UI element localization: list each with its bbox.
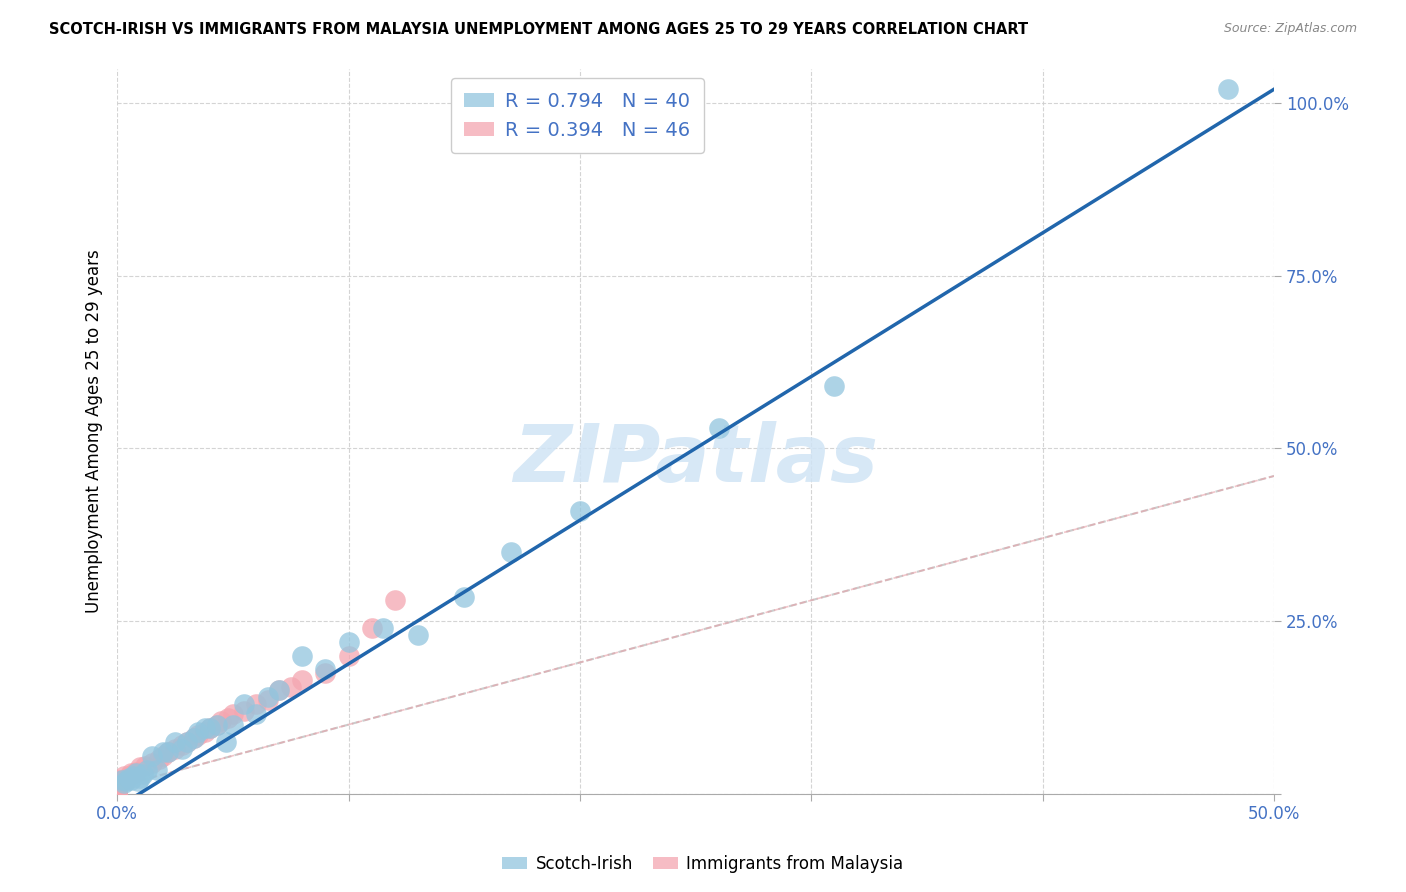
Point	[183, 731, 205, 746]
Point	[176, 735, 198, 749]
Point	[222, 707, 245, 722]
Point	[125, 766, 148, 780]
Point	[131, 767, 153, 781]
Point	[112, 769, 135, 783]
Point	[105, 780, 128, 794]
Point	[170, 741, 193, 756]
Point	[122, 767, 145, 781]
Text: Source: ZipAtlas.com: Source: ZipAtlas.com	[1223, 22, 1357, 36]
Point	[115, 774, 138, 789]
Point	[198, 721, 221, 735]
Point	[256, 690, 278, 704]
Point	[245, 697, 267, 711]
Point	[111, 772, 134, 787]
Point	[125, 764, 148, 779]
Point	[122, 769, 145, 783]
Point	[194, 724, 217, 739]
Point	[108, 776, 131, 790]
Point	[111, 772, 134, 787]
Point	[1216, 82, 1239, 96]
Point	[105, 787, 128, 801]
Point	[105, 774, 128, 789]
Point	[384, 593, 406, 607]
Point	[233, 704, 256, 718]
Point	[183, 731, 205, 746]
Point	[499, 545, 522, 559]
Point	[198, 721, 221, 735]
Point	[453, 590, 475, 604]
Point	[222, 717, 245, 731]
Point	[337, 648, 360, 663]
Point	[136, 763, 159, 777]
Point	[291, 673, 314, 687]
Point	[105, 781, 128, 796]
Point	[187, 724, 209, 739]
Point	[120, 766, 142, 780]
Point	[215, 735, 238, 749]
Point	[129, 772, 152, 786]
Point	[245, 707, 267, 722]
Point	[209, 714, 232, 728]
Point	[707, 420, 730, 434]
Point	[314, 665, 336, 680]
Point	[141, 748, 163, 763]
Point	[129, 760, 152, 774]
Point	[118, 772, 141, 786]
Point	[105, 772, 128, 787]
Point	[157, 745, 180, 759]
Text: ZIPatlas: ZIPatlas	[513, 421, 879, 500]
Text: SCOTCH-IRISH VS IMMIGRANTS FROM MALAYSIA UNEMPLOYMENT AMONG AGES 25 TO 29 YEARS : SCOTCH-IRISH VS IMMIGRANTS FROM MALAYSIA…	[49, 22, 1028, 37]
Point	[406, 628, 429, 642]
Point	[205, 717, 228, 731]
Point	[170, 739, 193, 753]
Point	[105, 784, 128, 798]
Legend: R = 0.794   N = 40, R = 0.394   N = 46: R = 0.794 N = 40, R = 0.394 N = 46	[451, 78, 704, 153]
Point	[127, 774, 149, 789]
Point	[360, 621, 382, 635]
Legend: Scotch-Irish, Immigrants from Malaysia: Scotch-Irish, Immigrants from Malaysia	[496, 848, 910, 880]
Point	[314, 662, 336, 676]
Point	[152, 748, 174, 763]
Point	[120, 772, 142, 787]
Point	[105, 776, 128, 790]
Point	[269, 683, 291, 698]
Point	[256, 693, 278, 707]
Point	[280, 680, 302, 694]
Point	[112, 776, 135, 790]
Point	[373, 621, 395, 635]
Point	[157, 745, 180, 759]
Point	[105, 787, 128, 801]
Point	[217, 711, 239, 725]
Point	[194, 721, 217, 735]
Point	[141, 756, 163, 770]
Point	[163, 741, 186, 756]
Point	[115, 772, 138, 787]
Point	[337, 634, 360, 648]
Point	[145, 763, 167, 777]
Point	[291, 648, 314, 663]
Point	[823, 379, 845, 393]
Point	[269, 683, 291, 698]
Point	[148, 752, 170, 766]
Y-axis label: Unemployment Among Ages 25 to 29 years: Unemployment Among Ages 25 to 29 years	[86, 249, 103, 613]
Point	[233, 697, 256, 711]
Point	[152, 745, 174, 759]
Point	[118, 769, 141, 783]
Point	[163, 735, 186, 749]
Point	[105, 783, 128, 797]
Point	[105, 787, 128, 801]
Point	[176, 735, 198, 749]
Point	[187, 728, 209, 742]
Point	[134, 759, 156, 773]
Point	[205, 717, 228, 731]
Point	[105, 778, 128, 792]
Point	[568, 503, 591, 517]
